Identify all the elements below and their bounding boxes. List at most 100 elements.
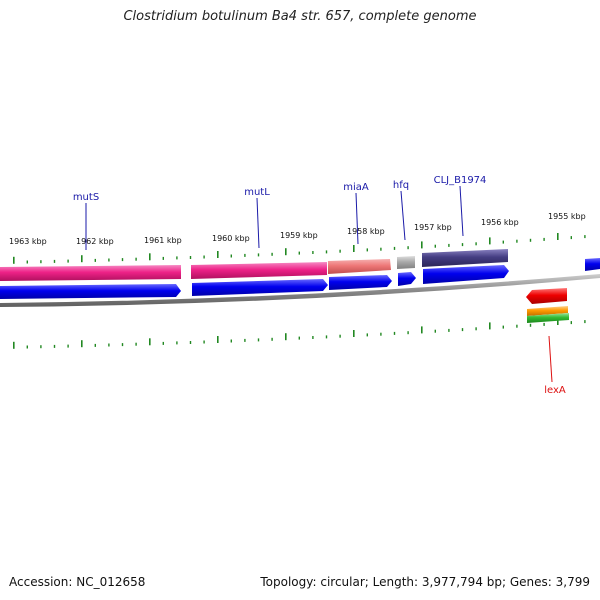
minor-tick <box>244 253 246 257</box>
minor-tick <box>162 341 164 345</box>
accession-text: Accession: NC_012658 <box>9 575 146 589</box>
gene-track <box>0 249 508 281</box>
minor-tick <box>94 258 96 262</box>
label-miaA[interactable]: miaA <box>343 182 369 193</box>
minor-tick <box>26 260 28 264</box>
gene-lexA[interactable] <box>526 288 567 304</box>
major-tick <box>557 318 559 325</box>
tick-label-1958: 1958 kbp <box>347 227 385 236</box>
major-tick <box>149 253 151 261</box>
minor-tick <box>203 340 205 344</box>
minor-tick <box>135 342 137 346</box>
cds-hfq[interactable] <box>398 272 416 286</box>
leader-CLJ_B1974 <box>459 185 464 237</box>
minor-tick <box>570 236 572 240</box>
minor-tick <box>108 258 110 262</box>
label-lexA[interactable]: lexA <box>544 385 566 396</box>
minor-tick <box>298 251 300 255</box>
cds-track <box>0 258 600 299</box>
minor-tick <box>543 322 545 326</box>
leader-lexA <box>548 335 553 383</box>
minor-tick <box>176 256 178 260</box>
major-tick <box>353 245 355 252</box>
major-tick <box>13 256 15 264</box>
minor-tick <box>257 253 260 257</box>
minor-tick <box>271 252 273 256</box>
minor-tick <box>230 339 232 343</box>
gene-miaA[interactable] <box>328 259 391 274</box>
minor-tick <box>366 333 368 337</box>
major-tick <box>217 336 219 343</box>
minor-tick <box>407 331 409 335</box>
gene-hfq[interactable] <box>397 256 415 269</box>
minor-tick <box>502 240 504 244</box>
feature-lexA-orange[interactable] <box>527 306 568 316</box>
minor-tick <box>26 345 28 349</box>
minor-tick <box>298 336 300 340</box>
minor-tick <box>312 251 314 254</box>
minor-tick <box>108 343 110 347</box>
minor-tick <box>461 328 464 332</box>
minor-tick <box>189 256 192 259</box>
minor-tick <box>393 246 396 250</box>
cds-miaA[interactable] <box>329 275 392 290</box>
minor-tick <box>230 254 232 258</box>
minor-tick <box>176 341 178 345</box>
minor-tick <box>529 238 532 242</box>
major-tick <box>13 341 15 349</box>
major-tick <box>285 333 287 341</box>
label-hfq[interactable]: hfq <box>393 180 409 191</box>
tick-label-1962: 1962 kbp <box>76 237 114 246</box>
minor-tick <box>40 260 42 264</box>
tick-label-1956: 1956 kbp <box>481 218 519 227</box>
minor-tick <box>584 235 586 239</box>
minor-tick <box>584 320 586 324</box>
minor-tick <box>53 259 56 263</box>
minor-tick <box>244 338 246 342</box>
minor-tick <box>475 327 477 331</box>
minor-tick <box>448 328 450 332</box>
major-tick <box>353 330 355 337</box>
minor-tick <box>121 258 124 262</box>
gene-mutL[interactable] <box>191 262 327 279</box>
minor-tick <box>448 243 450 247</box>
tick-label-1961: 1961 kbp <box>144 236 182 245</box>
minor-tick <box>380 247 382 251</box>
minor-tick <box>502 325 504 329</box>
label-mutS[interactable]: mutS <box>73 192 99 203</box>
outer-scale <box>13 233 586 264</box>
tick-label-1963: 1963 kbp <box>9 237 47 246</box>
minor-tick <box>203 255 205 259</box>
leader-mutL <box>256 197 260 249</box>
major-tick <box>149 338 151 346</box>
gene-labels: mutS mutL miaA hfq CLJ_B1974 lexA <box>73 175 566 396</box>
cds-mutS[interactable] <box>0 284 181 299</box>
minor-tick <box>366 248 368 252</box>
minor-tick <box>461 243 464 247</box>
minor-tick <box>162 256 164 260</box>
tick-label-1959: 1959 kbp <box>280 231 318 240</box>
cds-CLJ_B1974[interactable] <box>423 265 509 284</box>
minor-tick <box>271 337 273 341</box>
minor-tick <box>434 244 436 248</box>
label-mutL[interactable]: mutL <box>244 187 270 198</box>
minor-tick <box>189 341 192 344</box>
scale-labels: 1963 kbp 1962 kbp 1961 kbp 1960 kbp 1959… <box>9 212 586 246</box>
cds-next[interactable] <box>585 258 600 271</box>
leader-hfq <box>400 190 406 241</box>
genome-backbone <box>0 274 600 307</box>
minor-tick <box>570 321 572 325</box>
minor-tick <box>257 338 260 342</box>
gene-mutS[interactable] <box>0 265 181 281</box>
label-CLJ_B1974[interactable]: CLJ_B1974 <box>434 175 487 186</box>
lexA-features <box>526 288 569 323</box>
gene-CLJ_B1974[interactable] <box>422 249 508 267</box>
major-tick <box>557 233 559 240</box>
leader-miaA <box>355 192 359 245</box>
major-tick <box>489 322 491 330</box>
minor-tick <box>325 335 328 339</box>
feature-lexA-green[interactable] <box>527 313 569 323</box>
minor-tick <box>67 259 69 263</box>
cds-mutL[interactable] <box>192 279 328 296</box>
